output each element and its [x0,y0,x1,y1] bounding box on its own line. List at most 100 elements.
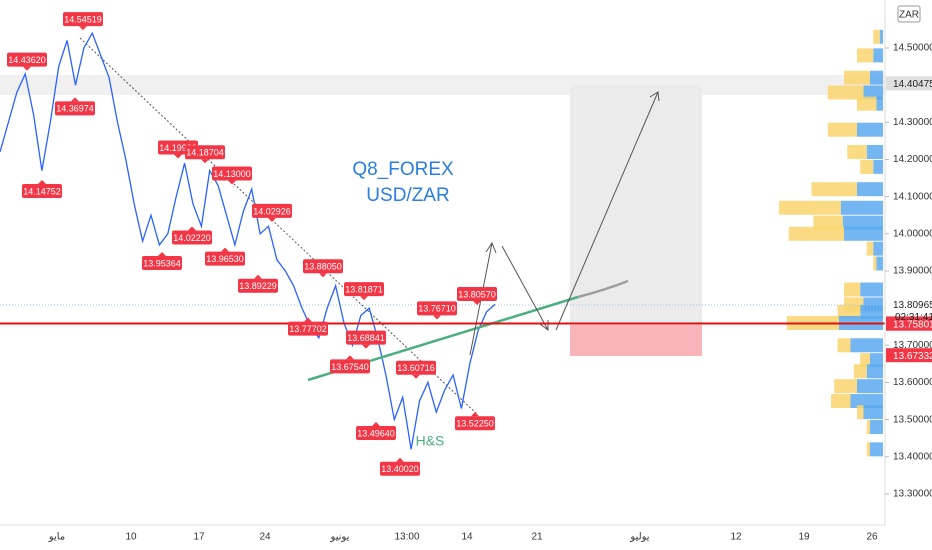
volume-bar [873,48,883,63]
volume-bar [779,200,841,215]
volume-bar [866,364,883,379]
volume-bar [842,215,883,230]
pivot-box [303,259,343,274]
pivot-pointer [174,154,182,159]
pivot-label: 13.76710 [418,304,456,314]
pivot-label: 14.43620 [8,55,46,65]
volume-bar [863,405,883,420]
target-zone [570,85,702,325]
pivot-box [346,330,386,345]
pivot-label: 13.81871 [345,285,383,295]
price-tag-label: 14.40475 [893,79,932,90]
x-tick-label: 14 [461,532,473,543]
pivot-pointer [201,159,209,164]
trend-line [79,37,479,416]
pivot-box [457,286,497,301]
y-tick-label: 13.90000 [893,266,932,277]
axis-labels: 13.30000 13.40000 13.50000 13.60000 13.70000… [48,43,932,543]
pivot-pointer [71,97,79,102]
currency-box [897,5,921,23]
pivot-label: 13.49640 [357,428,395,438]
volume-bar [811,182,857,197]
volume-bar [876,256,883,271]
pivot-box [380,461,420,476]
pivot-box [172,230,212,245]
pivot-label: 14.02926 [253,206,291,216]
pivot-label: 13.89229 [239,281,277,291]
volume-bar [831,394,851,409]
volume-bar [873,159,883,174]
pivot-pointer [221,247,229,252]
pivot-pointer [412,374,420,379]
volume-bar [866,442,870,457]
pivot-labels: 14.54519 14.43620 14.36974 14.14752 14.19999… [7,12,497,476]
pivot-label: 13.80570 [458,289,496,299]
subtitle: USD/ZAR [366,185,449,206]
volume-bar [857,182,883,197]
y-tick-label: 13.40000 [893,451,932,462]
pivot-pointer [254,274,262,279]
pivot-pointer [372,421,380,426]
volume-bar [850,338,883,353]
volume-bar [813,215,843,230]
price-tag-label: 13.75801 [893,319,932,330]
volume-bar [850,394,883,409]
y-tick-label: 14.50000 [893,43,932,54]
price-tag [886,316,932,331]
pivot-pointer [360,296,368,301]
volume-bar [873,29,880,44]
y-tick-label: 13.50000 [893,414,932,425]
x-tick-label: 17 [193,532,205,543]
x-tick-label: 13:00 [394,532,419,543]
y-tick-label: 14.00000 [893,228,932,239]
x-tick-label: يونيو [330,532,350,543]
volume-bar [866,420,870,435]
volume-bar [879,29,883,44]
volume-bar [857,48,874,63]
pivot-box [212,166,252,181]
price-series [0,31,496,450]
pivot-pointer [346,355,354,360]
volume-profile [779,29,883,457]
pivot-label: 14.36974 [56,104,94,114]
pivot-box [63,12,103,27]
volume-bar [860,304,883,319]
pivot-box [252,203,292,218]
pivot-pointer [23,66,31,71]
x-tick-label: مايو [48,532,65,543]
pivot-label: 13.67540 [331,362,369,372]
pivot-box [55,101,95,116]
y-tick-label: 13.60000 [893,377,932,388]
x-tick-label: 21 [531,532,543,543]
volume-bar [873,241,883,256]
volume-bar [863,85,883,100]
volume-bar [870,353,883,368]
pivot-box [7,52,47,67]
pattern-label: H&S [416,433,445,449]
pivot-label: 14.13000 [213,169,251,179]
volume-bar [857,379,883,394]
pivot-label: 13.96530 [206,254,244,264]
pivot-pointer [362,344,370,349]
highlight-band [0,75,885,95]
currency: ZAR [899,10,919,21]
volume-bar [788,226,844,241]
pivot-pointer [304,317,312,322]
volume-bar [860,159,874,174]
pivot-label: 13.95364 [143,258,181,268]
x-tick-label: 12 [730,532,742,543]
volume-bar [844,282,861,297]
volume-bar [837,338,851,353]
pivot-pointer [158,252,166,257]
pivot-label: 14.02220 [173,233,211,243]
y-tick-label: 13.30000 [893,489,932,500]
pivot-box [288,321,328,336]
pivot-label: 14.14752 [23,186,61,196]
price-tag [886,348,932,363]
volume-bar [870,70,883,85]
volume-bar [876,96,883,111]
price-line [0,31,496,450]
volume-bar [847,145,867,160]
x-tick-label: 24 [259,532,271,543]
y-tick-label: 14.30000 [893,117,932,128]
